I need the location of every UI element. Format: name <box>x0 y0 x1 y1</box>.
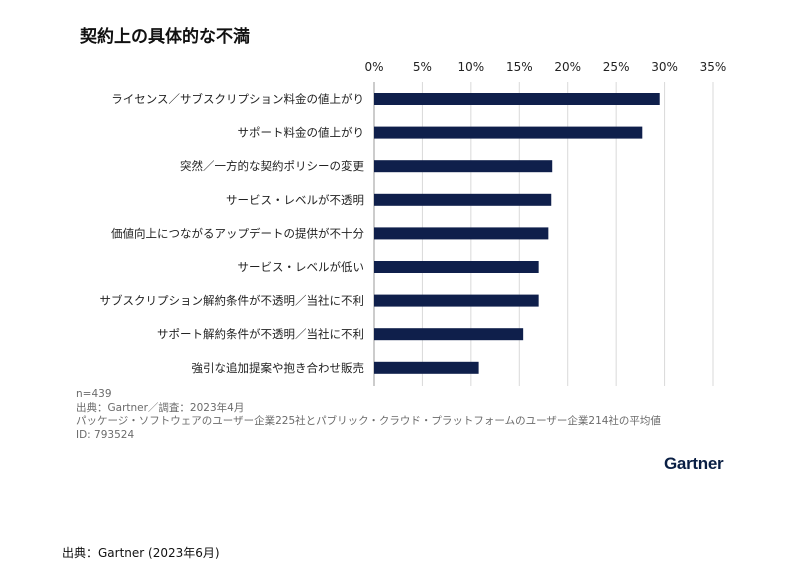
x-tick-label: 15% <box>506 60 533 74</box>
category-label: 突然／一方的な契約ポリシーの変更 <box>180 159 364 173</box>
category-label: ライセンス／サブスクリプション料金の値上がり <box>111 92 364 106</box>
x-tick-label: 30% <box>651 60 678 74</box>
document-id: ID: 793524 <box>76 428 135 441</box>
category-label: サービス・レベルが低い <box>238 260 365 274</box>
x-tick-label: 20% <box>554 60 581 74</box>
bar <box>374 361 479 374</box>
x-tick-label: 25% <box>603 60 630 74</box>
x-tick-label: 35% <box>700 60 727 74</box>
bar <box>374 126 643 139</box>
survey-description: パッケージ・ソフトウェアのユーザー企業225社とパブリック・クラウド・プラットフ… <box>76 415 661 427</box>
x-tick-label: 5% <box>413 60 432 74</box>
bar <box>374 193 552 206</box>
category-label: 価値向上につながるアップデートの提供が不十分 <box>111 226 364 240</box>
bar <box>374 160 553 173</box>
x-tick-label: 0% <box>364 60 383 74</box>
bar <box>374 328 524 341</box>
sample-size: n=439 <box>76 388 112 400</box>
bar <box>374 227 549 240</box>
category-label: サポート料金の値上がり <box>238 126 365 140</box>
category-label: 強引な追加提案や抱き合わせ販売 <box>192 361 365 375</box>
bar <box>374 261 539 273</box>
category-label: サービス・レベルが不透明 <box>226 193 364 207</box>
chart-notes: n=439 出典：Gartner／調査：2023年4月 パッケージ・ソフトウェア… <box>76 388 661 442</box>
chart-title: 契約上の具体的な不満 <box>80 27 250 47</box>
gartner-logo: Gartner <box>664 454 724 473</box>
bar <box>374 294 539 307</box>
source-caption: 出典：Gartner (2023年6月) <box>62 546 220 560</box>
category-label: サブスクリプション解約条件が不透明／当社に不利 <box>100 294 365 308</box>
category-label: サポート解約条件が不透明／当社に不利 <box>157 327 364 341</box>
bar <box>374 93 660 105</box>
x-tick-label: 10% <box>458 60 485 74</box>
survey-source: 出典：Gartner／調査：2023年4月 <box>76 401 245 414</box>
